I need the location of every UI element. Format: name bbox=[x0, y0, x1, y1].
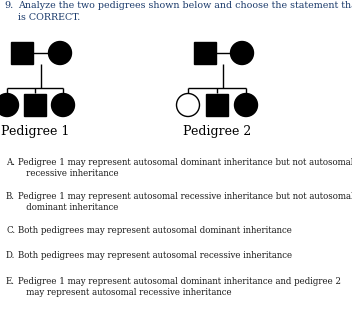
Circle shape bbox=[51, 94, 75, 116]
Circle shape bbox=[0, 94, 19, 116]
Bar bbox=[11, 42, 33, 64]
Text: A.: A. bbox=[6, 158, 15, 167]
Text: Pedigree 1 may represent autosomal recessive inheritance but not autosomal
   do: Pedigree 1 may represent autosomal reces… bbox=[18, 192, 352, 212]
Bar bbox=[24, 94, 46, 116]
Circle shape bbox=[231, 42, 253, 64]
Text: Analyze the two pedigrees shown below and choose the statement that
is CORRECT.: Analyze the two pedigrees shown below an… bbox=[18, 1, 352, 22]
Text: Pedigree 1: Pedigree 1 bbox=[1, 125, 69, 137]
Text: E.: E. bbox=[6, 277, 15, 286]
Circle shape bbox=[234, 94, 258, 116]
Text: Pedigree 2: Pedigree 2 bbox=[183, 125, 251, 137]
Bar bbox=[206, 94, 228, 116]
Text: Pedigree 1 may represent autosomal dominant inheritance but not autosomal
   rec: Pedigree 1 may represent autosomal domin… bbox=[18, 158, 352, 178]
Circle shape bbox=[176, 94, 200, 116]
Text: Both pedigrees may represent autosomal dominant inheritance: Both pedigrees may represent autosomal d… bbox=[18, 226, 292, 235]
Text: B.: B. bbox=[6, 192, 15, 201]
Text: 9.: 9. bbox=[4, 1, 13, 10]
Text: D.: D. bbox=[6, 252, 15, 260]
Text: Pedigree 1 may represent autosomal dominant inheritance and pedigree 2
   may re: Pedigree 1 may represent autosomal domin… bbox=[18, 277, 341, 297]
Circle shape bbox=[49, 42, 71, 64]
Text: C.: C. bbox=[6, 226, 15, 235]
Text: Both pedigrees may represent autosomal recessive inheritance: Both pedigrees may represent autosomal r… bbox=[18, 252, 292, 260]
Bar bbox=[194, 42, 216, 64]
